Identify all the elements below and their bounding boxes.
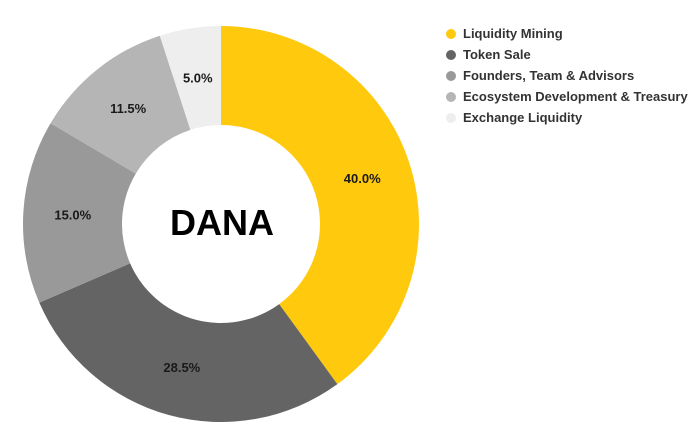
donut-slice-founders-team-advisors[interactable] <box>23 123 136 303</box>
slice-value-label: 5.0% <box>183 70 213 85</box>
donut-slice-ecosystem-development-treasury[interactable] <box>50 35 191 174</box>
legend-item-liquidity-mining[interactable]: Liquidity Mining <box>446 23 688 44</box>
donut-slice-token-sale[interactable] <box>39 263 338 422</box>
legend-label: Founders, Team & Advisors <box>463 68 635 83</box>
slice-value-label: 15.0% <box>54 208 91 223</box>
legend-item-token-sale[interactable]: Token Sale <box>446 44 688 65</box>
legend-label: Ecosystem Development & Treasury <box>463 89 688 104</box>
legend-dot-icon <box>446 112 456 123</box>
legend-dot-icon <box>446 70 456 81</box>
center-title: DANA <box>170 202 274 243</box>
legend-item-exchange-liquidity[interactable]: Exchange Liquidity <box>446 107 688 128</box>
legend: Liquidity Mining Token Sale Founders, Te… <box>446 23 688 128</box>
legend-dot-icon <box>446 49 456 60</box>
legend-label: Exchange Liquidity <box>463 110 583 125</box>
slice-value-label: 11.5% <box>110 101 147 116</box>
legend-label: Liquidity Mining <box>463 26 563 41</box>
legend-dot-icon <box>446 91 456 102</box>
legend-item-ecosystem-development-treasury[interactable]: Ecosystem Development & Treasury <box>446 86 688 107</box>
donut-slices <box>23 26 419 422</box>
slice-value-label: 40.0% <box>344 171 381 186</box>
legend-dot-icon <box>446 28 456 39</box>
slice-labels: 40.0% 28.5% 15.0% 11.5% 5.0% <box>54 70 381 375</box>
legend-item-founders-team-advisors[interactable]: Founders, Team & Advisors <box>446 65 688 86</box>
donut-slice-exchange-liquidity[interactable] <box>159 26 221 130</box>
legend-label: Token Sale <box>463 47 531 62</box>
donut-slice-liquidity-mining[interactable] <box>221 26 419 385</box>
slice-value-label: 28.5% <box>163 360 200 375</box>
